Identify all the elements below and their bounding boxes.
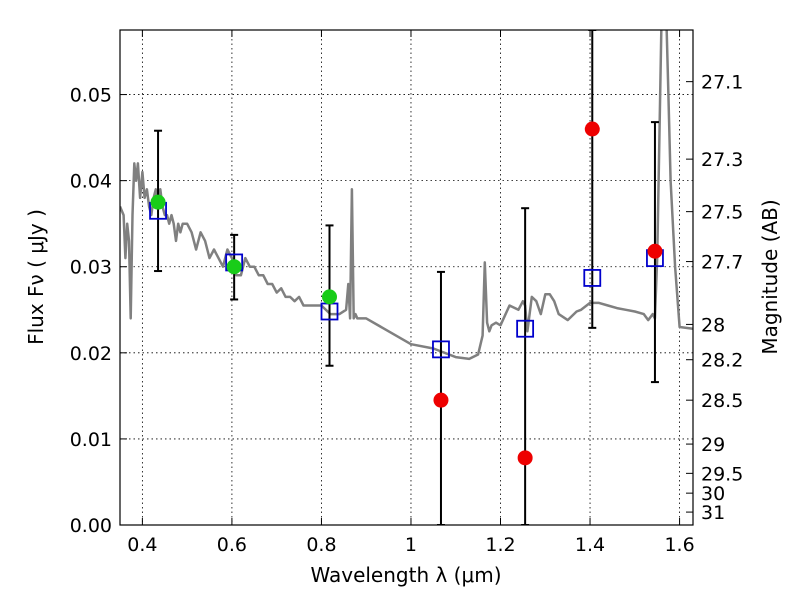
detection-point — [226, 259, 242, 275]
y2-tick-label: 27.5 — [701, 202, 743, 224]
y2-tick-label: 30 — [701, 483, 725, 505]
x-axis-ticks: 0.4 0.6 0.8 1 1.2 1.4 1.6 — [127, 30, 695, 556]
observed-point — [433, 392, 449, 408]
y2-tick-label: 28.5 — [701, 390, 743, 412]
y2-tick-label: 27.3 — [701, 149, 743, 171]
y-tick-label: 0.00 — [70, 515, 112, 537]
grid-lines — [120, 30, 693, 526]
y-axis-ticks: 0.00 0.01 0.02 0.03 0.04 0.05 — [70, 85, 127, 537]
y-tick-label: 0.03 — [70, 257, 112, 279]
y2-axis-label: Magnitude (AB) — [758, 199, 782, 354]
observed-point — [517, 450, 533, 466]
x-tick-label: 0.8 — [306, 534, 336, 556]
y2-tick-label: 28 — [701, 314, 725, 336]
y2-tick-label: 27.1 — [701, 72, 743, 94]
x-tick-label: 1 — [405, 534, 417, 556]
error-bars-series — [154, 30, 659, 525]
x-tick-label: 1.4 — [575, 534, 605, 556]
observed-point — [647, 243, 663, 259]
detection-point — [150, 194, 166, 210]
y-tick-label: 0.01 — [70, 429, 112, 451]
x-tick-label: 1.6 — [664, 534, 694, 556]
y2-tick-label: 27.7 — [701, 252, 743, 274]
y-axis-label: Flux Fν ( μJy ) — [24, 209, 48, 345]
observed-points-series — [150, 121, 663, 466]
y2-tick-label: 31 — [701, 502, 725, 524]
y2-tick-label: 29 — [701, 434, 725, 456]
plot-frame — [119, 29, 694, 526]
detection-point — [322, 289, 338, 305]
x-axis-label: Wavelength λ (μm) — [310, 563, 501, 587]
y2-tick-label: 29.5 — [701, 463, 743, 485]
model-band-point — [432, 340, 450, 359]
x-tick-label: 0.6 — [217, 534, 247, 556]
x-tick-label: 0.4 — [127, 534, 157, 556]
x-tick-label: 1.2 — [485, 534, 515, 556]
model-band-point — [583, 269, 602, 287]
y-tick-label: 0.02 — [70, 343, 112, 365]
y2-tick-label: 28.2 — [701, 350, 743, 372]
y-tick-label: 0.04 — [70, 171, 112, 193]
observed-point — [584, 121, 600, 137]
y-tick-label: 0.05 — [70, 85, 112, 107]
model-band-point — [516, 319, 535, 338]
